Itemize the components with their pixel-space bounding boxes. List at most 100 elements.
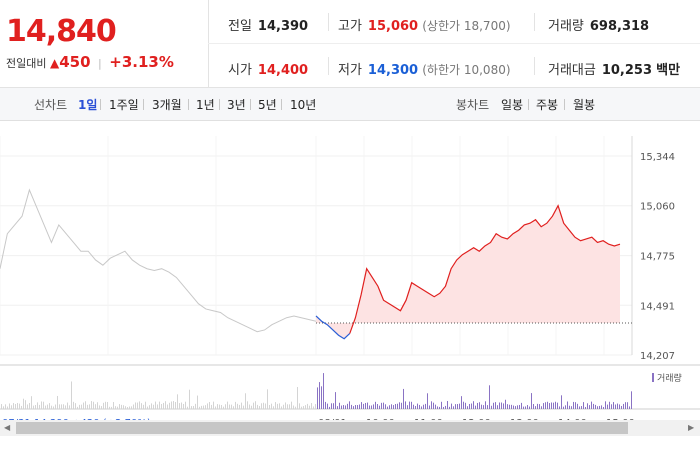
y-tick-label: 15,344 <box>640 152 675 163</box>
volume-bar <box>207 403 208 409</box>
volume-bar <box>5 404 6 409</box>
change-label: 전일대비 <box>6 57 47 70</box>
volume-bar <box>229 404 230 409</box>
volume-bar <box>355 405 356 409</box>
volume-bar <box>331 403 332 409</box>
high-cell: 고가 15,060 (상한가 18,700) <box>338 15 511 34</box>
tab-daily-candle[interactable]: 일봉 <box>501 98 524 112</box>
volume-bar <box>399 402 400 409</box>
volume-bar <box>433 402 434 409</box>
volume-bar <box>547 401 548 409</box>
volume-bar <box>441 401 442 409</box>
volume-bar <box>443 406 444 409</box>
volume-bar <box>631 391 632 409</box>
volume-bar <box>75 403 76 409</box>
volume-bar <box>613 402 614 409</box>
divider <box>534 57 535 75</box>
volume-bar <box>37 402 38 409</box>
volume-bar <box>223 406 224 409</box>
volume-bar <box>169 402 170 409</box>
volume-bar <box>551 402 552 409</box>
volume-bar <box>497 405 498 409</box>
volume-bar <box>253 402 254 409</box>
volume-bar <box>265 403 266 409</box>
volume-bar <box>45 405 46 409</box>
volume-bar <box>13 403 14 409</box>
change-row: 전일대비 ▲450 | +3.13% <box>6 53 174 71</box>
tab-1week[interactable]: 1주일 <box>109 98 139 112</box>
volume-bar <box>23 398 24 409</box>
volume-bar <box>137 402 138 409</box>
volume-bar <box>163 402 164 409</box>
volume-bar <box>275 402 276 409</box>
volume-bar <box>167 404 168 409</box>
volume-bar <box>27 404 28 409</box>
volume-bar <box>291 401 292 409</box>
volume-bar <box>421 406 422 409</box>
tab-divider <box>250 99 251 110</box>
volume-bar <box>505 399 506 409</box>
volume-bar <box>73 401 74 409</box>
tab-divider <box>219 99 220 110</box>
tab-3years[interactable]: 3년 <box>227 98 246 112</box>
time-axis-label: 15:00 <box>606 418 635 421</box>
volume-bar <box>491 405 492 409</box>
y-tick-label: 14,491 <box>640 301 675 312</box>
volume-bar <box>463 401 464 409</box>
volume-bar <box>215 406 216 409</box>
volume-bar <box>299 403 300 409</box>
tab-5years[interactable]: 5년 <box>258 98 277 112</box>
change-percent: +3.13% <box>109 53 174 71</box>
volume-bar <box>625 402 626 409</box>
volume-bar <box>387 406 388 409</box>
lower-limit: (하한가 10,080) <box>422 63 511 77</box>
volume-bar <box>303 406 304 409</box>
low-value: 14,300 <box>367 63 419 78</box>
volume-bar <box>343 405 344 409</box>
tab-1year[interactable]: 1년 <box>196 98 215 112</box>
tab-1day[interactable]: 1일 <box>78 98 98 112</box>
volume-legend-swatch <box>652 373 654 382</box>
volume-bar <box>159 401 160 409</box>
horizontal-scrollbar[interactable]: ◀ ▶ <box>0 420 700 436</box>
tab-3months[interactable]: 3개월 <box>152 98 182 112</box>
volume-bar <box>439 406 440 409</box>
scroll-left-icon[interactable]: ◀ <box>4 423 11 432</box>
tab-weekly-candle[interactable]: 주봉 <box>536 98 559 112</box>
volume-bar <box>553 402 554 409</box>
time-axis-label: 08/01 <box>318 418 347 421</box>
volume-bar <box>573 401 574 409</box>
volume-bar <box>363 403 364 409</box>
volume-bar <box>225 404 226 409</box>
volume-bar <box>479 402 480 409</box>
volume-bar <box>313 406 314 409</box>
tab-10years[interactable]: 10년 <box>290 98 317 112</box>
volume-bar <box>21 405 22 409</box>
volume-bar <box>503 403 504 409</box>
scroll-right-icon[interactable]: ▶ <box>688 423 695 432</box>
volume-bar <box>177 394 178 409</box>
tab-monthly-candle[interactable]: 월봉 <box>573 98 596 112</box>
intraday-price-chart: 15,344 15,060 14,775 14,491 14,207 거래량 07/31 1… <box>0 136 700 421</box>
volume-bar <box>283 404 284 409</box>
volume-bar <box>71 381 72 409</box>
volume-bar <box>337 406 338 409</box>
volume-bar <box>151 403 152 409</box>
volume-bar <box>199 406 200 409</box>
volume-bar <box>393 405 394 409</box>
volume-bar <box>615 404 616 409</box>
volume-bar <box>59 404 60 409</box>
volume-bar <box>359 404 360 409</box>
volume-bar <box>499 402 500 409</box>
volume-bar <box>541 406 542 409</box>
volume-bar <box>111 406 112 409</box>
volume-bar <box>97 402 98 409</box>
line-chart-label: 선차트 <box>34 98 68 112</box>
volume-bar <box>595 404 596 409</box>
scrollbar-thumb[interactable] <box>16 422 628 434</box>
tab-divider <box>528 99 529 110</box>
volume-bar <box>77 406 78 409</box>
volume-bar <box>369 405 370 409</box>
turnover-cell: 거래대금 10,253 백만 <box>548 59 680 78</box>
today-line <box>349 204 621 334</box>
